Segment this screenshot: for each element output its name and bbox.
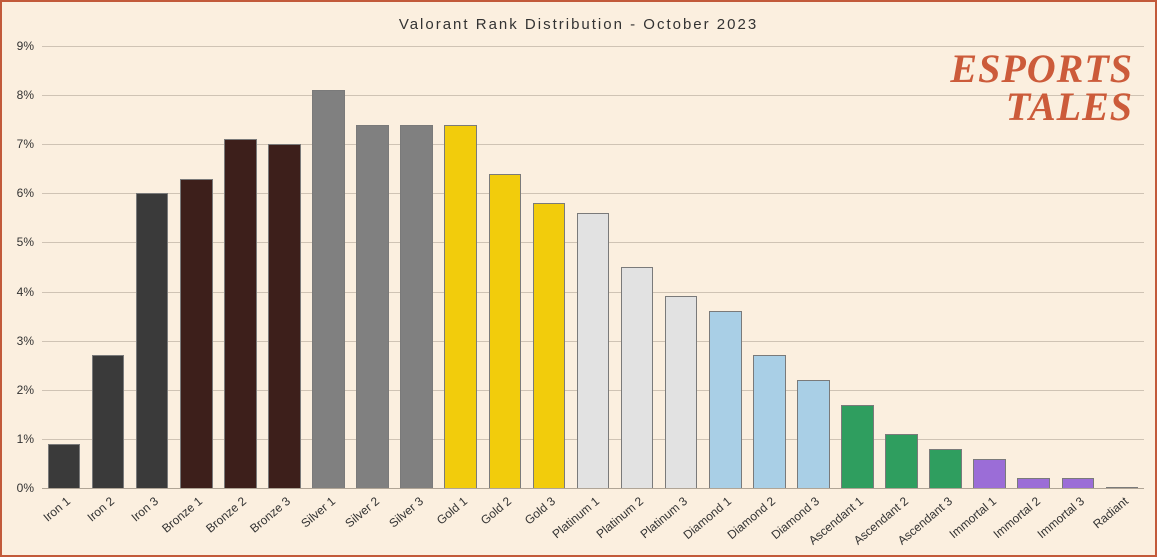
x-axis-label: Silver 1 <box>298 494 338 530</box>
x-axis-label: Iron 3 <box>129 494 162 524</box>
gridline <box>42 488 1144 489</box>
x-axis-label: Platinum 2 <box>594 494 646 541</box>
bar <box>709 311 742 488</box>
x-axis-label: Gold 1 <box>434 494 470 527</box>
bar <box>48 444 81 488</box>
y-axis-label: 1% <box>17 432 34 446</box>
bar <box>929 449 962 488</box>
bar <box>312 90 345 488</box>
bar <box>356 125 389 488</box>
x-axis-label: Bronze 3 <box>248 494 294 536</box>
x-axis-label: Immortal 1 <box>946 494 998 541</box>
bar <box>973 459 1006 488</box>
x-axis-label: Immortal 2 <box>990 494 1042 541</box>
bar <box>797 380 830 488</box>
bar <box>841 405 874 488</box>
watermark-line2: TALES <box>1006 84 1133 129</box>
bar <box>1106 487 1139 488</box>
bar <box>621 267 654 488</box>
x-axis-label: Bronze 1 <box>159 494 205 536</box>
y-axis-label: 3% <box>17 334 34 348</box>
chart-title: Valorant Rank Distribution - October 202… <box>2 16 1155 33</box>
bar <box>400 125 433 488</box>
x-axis-label: Gold 3 <box>522 494 558 527</box>
bar <box>1062 478 1095 488</box>
y-axis-label: 8% <box>17 88 34 102</box>
watermark-logo: ESPORTS TALES <box>950 50 1133 126</box>
x-axis-label: Bronze 2 <box>204 494 250 536</box>
x-axis-label: Diamond 2 <box>725 494 778 542</box>
x-axis-label: Platinum 1 <box>550 494 602 541</box>
bar <box>489 174 522 488</box>
x-axis-label: Immortal 3 <box>1034 494 1086 541</box>
bar <box>533 203 566 488</box>
bar <box>577 213 610 488</box>
bar <box>665 296 698 488</box>
bar <box>444 125 477 488</box>
bar <box>224 139 257 488</box>
y-axis-label: 9% <box>17 39 34 53</box>
x-axis-label: Diamond 1 <box>681 494 734 542</box>
y-axis-label: 2% <box>17 383 34 397</box>
chart-container: Valorant Rank Distribution - October 202… <box>0 0 1157 557</box>
y-axis-label: 7% <box>17 137 34 151</box>
bar <box>92 355 125 488</box>
bar <box>1017 478 1050 488</box>
bar <box>180 179 213 488</box>
x-axis-label: Iron 1 <box>41 494 74 524</box>
x-axis-label: Gold 2 <box>478 494 514 527</box>
x-axis-label: Silver 2 <box>342 494 382 530</box>
bar <box>268 144 301 488</box>
x-axis-label: Radiant <box>1090 494 1131 531</box>
y-axis-label: 4% <box>17 285 34 299</box>
bar <box>136 193 169 488</box>
y-axis-label: 5% <box>17 235 34 249</box>
gridline <box>42 144 1144 145</box>
y-axis-label: 6% <box>17 186 34 200</box>
y-axis-label: 0% <box>17 481 34 495</box>
x-axis-label: Silver 3 <box>386 494 426 530</box>
bar <box>885 434 918 488</box>
bar <box>753 355 786 488</box>
x-axis-label: Iron 2 <box>85 494 118 524</box>
